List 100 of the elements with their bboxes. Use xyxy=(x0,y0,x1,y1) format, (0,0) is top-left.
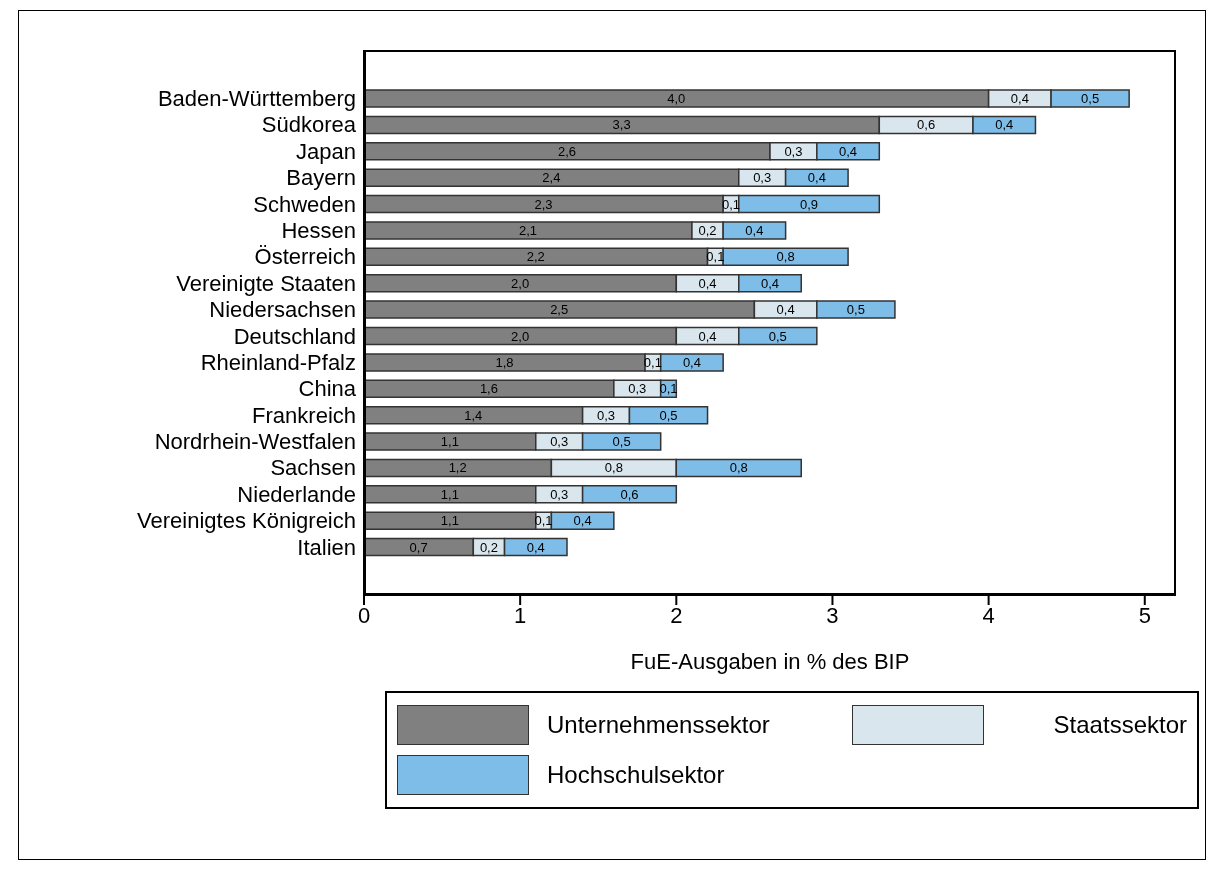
data-label: 1,1 xyxy=(440,434,459,450)
data-label: 2,3 xyxy=(534,196,553,212)
data-label: 1,1 xyxy=(440,513,459,529)
bar xyxy=(550,511,615,530)
data-label: 3,3 xyxy=(612,117,631,133)
bar xyxy=(738,273,802,293)
data-label: 0,4 xyxy=(1010,91,1029,107)
data-label: 2,1 xyxy=(518,222,537,238)
bar xyxy=(581,432,662,451)
data-label: 0,3 xyxy=(597,407,616,423)
data-label: 0,4 xyxy=(760,275,780,291)
bar xyxy=(364,142,771,161)
data-label: 0,3 xyxy=(753,170,772,186)
data-label: 0,3 xyxy=(628,381,647,397)
data-label: 0,5 xyxy=(1081,91,1100,107)
data-label: 2,6 xyxy=(557,143,577,159)
x-tick-label: 5 xyxy=(1138,602,1151,628)
data-label: 0,4 xyxy=(698,275,717,291)
y-tick-label: Niedersachsen xyxy=(209,297,356,323)
bar xyxy=(364,326,678,346)
bar xyxy=(364,300,756,319)
bar xyxy=(364,458,553,478)
x-tick-label: 3 xyxy=(826,602,839,628)
y-tick-label: Niederlande xyxy=(237,481,356,507)
bar xyxy=(503,537,568,557)
data-label: 0,3 xyxy=(784,143,803,159)
bar xyxy=(987,89,1052,108)
bar xyxy=(364,432,537,451)
bar xyxy=(1050,89,1130,108)
x-tick-label: 0 xyxy=(357,602,371,628)
bar xyxy=(972,115,1037,135)
data-label: 0,5 xyxy=(659,407,678,423)
data-label: 4,0 xyxy=(667,91,686,107)
y-tick-label: Italien xyxy=(297,534,356,560)
text: Staatssektor xyxy=(1053,711,1187,739)
data-label: 1,6 xyxy=(479,381,498,397)
bar xyxy=(878,115,974,135)
data-label: 0,8 xyxy=(776,249,795,265)
data-label: 0,8 xyxy=(604,460,623,476)
bar xyxy=(722,221,787,240)
data-label: 2,0 xyxy=(511,275,530,291)
y-tick-label: Schweden xyxy=(253,191,356,217)
x-tick-label: 2 xyxy=(670,602,683,628)
data-label: 0,8 xyxy=(729,460,748,476)
data-label: 0,5 xyxy=(846,302,865,318)
data-label: 0,3 xyxy=(550,486,569,502)
data-label: 0,6 xyxy=(917,117,936,133)
y-tick-label: China xyxy=(298,376,357,402)
data-label: 1,2 xyxy=(448,460,467,476)
data-label: 2,2 xyxy=(526,249,545,265)
data-label: 0,4 xyxy=(682,354,701,370)
y-tick-label: Rheinland-Pfalz xyxy=(200,349,356,375)
data-label: 0,4 xyxy=(807,170,826,186)
y-tick-label: Vereinigte Staaten xyxy=(176,270,356,296)
bar xyxy=(738,194,881,214)
data-label: 0,7 xyxy=(409,539,428,555)
bar xyxy=(364,353,646,372)
bar xyxy=(364,115,881,135)
bar xyxy=(816,300,896,319)
y-tick-label: Nordrhein-Westfalen xyxy=(154,429,356,455)
y-tick-label: Deutschland xyxy=(233,323,356,349)
y-tick-label: Vereinigtes Königreich xyxy=(137,508,356,534)
bar xyxy=(364,221,693,240)
bar xyxy=(581,485,678,504)
bar xyxy=(364,194,724,214)
data-label: 0,4 xyxy=(776,302,795,318)
data-label: 1,8 xyxy=(495,354,514,370)
data-label: 0,9 xyxy=(800,196,819,212)
bar xyxy=(738,326,818,346)
data-label: 0,6 xyxy=(620,486,639,502)
bar xyxy=(364,485,537,504)
data-label: 0,3 xyxy=(550,434,569,450)
data-label: 0,5 xyxy=(612,434,631,450)
data-label: 0,5 xyxy=(768,328,787,344)
data-label: 0,4 xyxy=(573,513,592,529)
y-tick-label: Frankreich xyxy=(252,402,356,428)
data-label: 0,2 xyxy=(698,222,717,238)
bar xyxy=(816,142,881,161)
text: Unternehmenssektor xyxy=(547,711,770,739)
bar xyxy=(364,89,990,108)
data-label: 0,4 xyxy=(698,328,717,344)
bar xyxy=(364,537,475,557)
bar xyxy=(364,405,584,425)
y-tick-label: Hessen xyxy=(281,217,356,243)
bar xyxy=(784,168,849,187)
y-tick-label: Baden-Württemberg xyxy=(157,86,356,111)
data-label: 2,5 xyxy=(550,302,569,318)
x-tick-label: 1 xyxy=(514,602,527,628)
data-label: 2,0 xyxy=(511,328,530,344)
data-label: 0,4 xyxy=(526,539,545,555)
data-label: 0,4 xyxy=(839,143,858,159)
data-label: 0,4 xyxy=(995,117,1014,133)
data-label: 0,4 xyxy=(745,222,764,238)
bar xyxy=(628,405,709,425)
y-tick-label: Japan xyxy=(296,138,356,164)
text: Hochschulsektor xyxy=(547,761,725,789)
bar xyxy=(722,247,849,267)
y-tick-label: Österreich xyxy=(254,244,356,270)
bar xyxy=(364,379,615,399)
bar xyxy=(364,273,678,293)
